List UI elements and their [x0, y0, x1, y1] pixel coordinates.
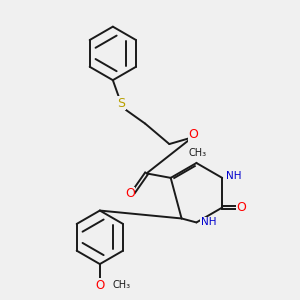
Text: S: S — [117, 97, 125, 110]
Text: NH: NH — [201, 218, 216, 227]
Text: NH: NH — [226, 171, 242, 181]
Text: O: O — [96, 279, 105, 292]
Text: O: O — [188, 128, 198, 141]
Text: O: O — [237, 201, 246, 214]
Text: CH₃: CH₃ — [188, 148, 206, 158]
Text: CH₃: CH₃ — [113, 280, 131, 290]
Text: O: O — [125, 187, 135, 200]
